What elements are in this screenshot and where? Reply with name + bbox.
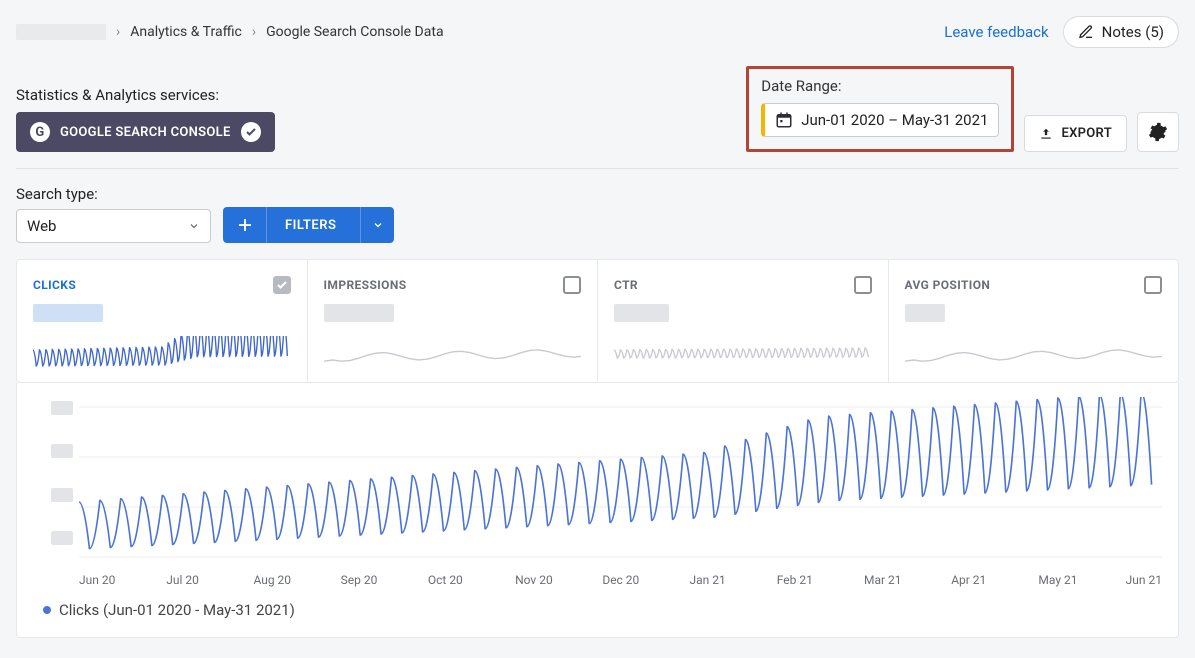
chart-legend: Clicks (Jun-01 2020 - May-31 2021) (43, 601, 1162, 619)
legend-dot-icon (43, 606, 51, 614)
filters-button[interactable]: FILTERS (223, 207, 394, 243)
export-button[interactable]: EXPORT (1024, 115, 1127, 152)
settings-button[interactable] (1137, 112, 1179, 152)
y-tick-placeholder (51, 531, 73, 545)
x-tick-label: Sep 20 (341, 573, 428, 587)
card-value-placeholder (324, 304, 394, 322)
sparkline-clicks (33, 336, 291, 372)
google-g-icon: G (30, 122, 50, 142)
date-range-highlight: Date Range: Jun-01 2020 – May-31 2021 (746, 66, 1014, 152)
card-title: AVG POSITION (905, 278, 991, 292)
x-tick-label: Oct 20 (428, 573, 515, 587)
breadcrumb: › Analytics & Traffic › Google Search Co… (16, 24, 444, 40)
y-tick-placeholder (51, 444, 73, 458)
card-value-placeholder (33, 304, 103, 322)
x-tick-label: Aug 20 (253, 573, 340, 587)
search-type-label: Search type: (16, 185, 211, 203)
main-chart-plot (79, 397, 1162, 567)
filters-label: FILTERS (281, 218, 346, 233)
y-tick-placeholder (51, 401, 73, 415)
metric-cards: CLICKS IMPRESSIONS CTR (16, 259, 1179, 383)
card-avg-position[interactable]: AVG POSITION (889, 260, 1179, 382)
notes-button[interactable]: Notes (5) (1063, 16, 1179, 48)
sparkline-impressions (324, 336, 582, 372)
edit-icon (1078, 24, 1094, 40)
x-tick-label: May 21 (1038, 573, 1125, 587)
card-clicks[interactable]: CLICKS (17, 260, 308, 382)
date-range-value: Jun-01 2020 – May-31 2021 (801, 111, 988, 129)
checkbox-checked-icon[interactable] (273, 276, 291, 294)
y-axis (33, 397, 79, 567)
leave-feedback-link[interactable]: Leave feedback (944, 23, 1048, 41)
card-title: IMPRESSIONS (324, 278, 407, 292)
check-circle-icon (241, 122, 261, 142)
chevron-down-icon (188, 220, 200, 232)
plus-icon[interactable] (223, 207, 267, 243)
sparkline-ctr (614, 336, 872, 372)
gear-icon (1148, 122, 1168, 142)
breadcrumb-section[interactable]: Analytics & Traffic (130, 24, 242, 40)
services-label: Statistics & Analytics services: (16, 86, 275, 104)
card-ctr[interactable]: CTR (598, 260, 889, 382)
x-tick-label: Mar 21 (864, 573, 951, 587)
chevron-down-icon[interactable] (360, 207, 394, 243)
card-value-placeholder (905, 304, 945, 322)
chevron-right-icon: › (116, 24, 120, 40)
checkbox-icon[interactable] (854, 276, 872, 294)
card-title: CLICKS (33, 278, 76, 292)
date-range-button[interactable]: Jun-01 2020 – May-31 2021 (761, 103, 999, 137)
x-tick-label: Jan 21 (690, 573, 777, 587)
y-tick-placeholder (51, 488, 73, 502)
divider (16, 168, 1179, 169)
gsc-service-chip[interactable]: G GOOGLE SEARCH CONSOLE (16, 112, 275, 152)
x-tick-label: Dec 20 (602, 573, 689, 587)
export-label: EXPORT (1061, 126, 1112, 141)
main-chart-panel: Jun 20Jul 20Aug 20Sep 20Oct 20Nov 20Dec … (16, 383, 1179, 638)
date-range-label: Date Range: (761, 77, 999, 95)
search-type-select[interactable]: Web (16, 209, 211, 243)
checkbox-icon[interactable] (1144, 276, 1162, 294)
x-tick-label: Feb 21 (777, 573, 864, 587)
card-value-placeholder (614, 304, 669, 322)
x-axis: Jun 20Jul 20Aug 20Sep 20Oct 20Nov 20Dec … (79, 573, 1162, 587)
checkbox-icon[interactable] (563, 276, 581, 294)
gsc-chip-text: GOOGLE SEARCH CONSOLE (60, 125, 231, 140)
calendar-icon (775, 111, 793, 129)
search-type-value: Web (27, 217, 56, 235)
x-tick-label: Nov 20 (515, 573, 602, 587)
x-tick-label: Apr 21 (951, 573, 1038, 587)
x-tick-label: Jul 20 (166, 573, 253, 587)
breadcrumb-root-placeholder (16, 24, 106, 40)
card-impressions[interactable]: IMPRESSIONS (308, 260, 599, 382)
sparkline-avgpos (905, 336, 1163, 372)
x-tick-label: Jun 21 (1126, 573, 1162, 587)
chevron-right-icon: › (252, 24, 256, 40)
card-title: CTR (614, 278, 638, 292)
notes-label: Notes (5) (1102, 23, 1164, 41)
upload-icon (1039, 127, 1053, 141)
x-tick-label: Jun 20 (79, 573, 166, 587)
breadcrumb-page: Google Search Console Data (266, 24, 443, 40)
legend-text: Clicks (Jun-01 2020 - May-31 2021) (59, 601, 295, 619)
